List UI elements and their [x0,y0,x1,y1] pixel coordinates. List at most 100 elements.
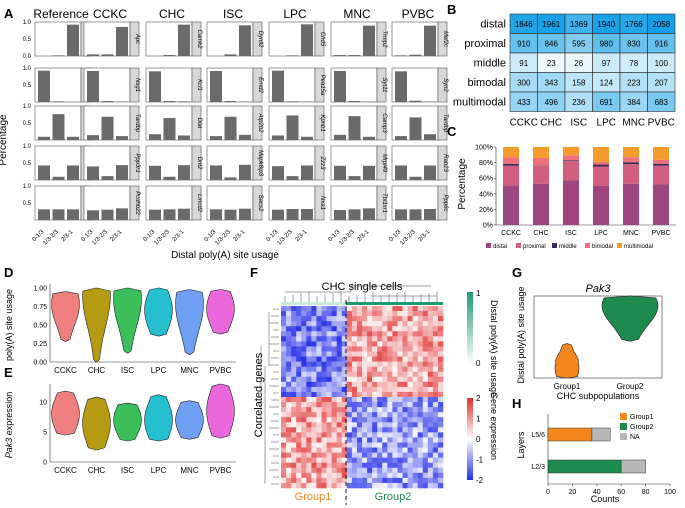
panel-a-column-title: MNC [343,7,371,21]
panel-c-ytick: 20% [479,207,493,214]
panel-c-bar-segment [623,164,639,184]
panel-f-heatmap-cell [321,442,327,448]
panel-f-heatmap-cell [417,306,424,312]
panel-f-heatmap-cell [306,467,312,474]
panel-f-heatmap-cell [336,402,343,408]
panel-f-heatmap-cell [311,482,317,489]
panel-d-ytick: 0.75 [33,304,47,311]
panel-a-strip [191,105,202,141]
panel-e-xtick: CHC [88,466,106,475]
panel-f-heatmap-cell [422,321,429,327]
panel-a-bar [363,25,375,56]
panel-f-heatmap-cell [341,381,348,388]
panel-f-heatmap-cell [432,437,439,443]
panel-f-heatmap-cell [427,316,434,322]
panel-f-heatmap-cell [397,341,403,347]
panel-f-heatmap-cell [432,457,439,464]
panel-f-heatmap-cell [437,391,444,398]
panel-c-xtick: MNC [623,230,639,237]
panel-f-heatmap-cell [432,467,439,474]
panel-f-heatmap-cell [402,442,408,448]
panel-f-heatmap-cell [407,427,413,433]
panel-f-heatmap-cell [281,366,287,373]
panel-d-xtick: MNC [180,366,198,375]
panel-f-heatmap-cell [301,311,307,317]
panel-h-hbars: Layers Counts 0 20 40 60 80 100L5/6L2/3Group1… [516,413,676,504]
panel-f-heatmap-cell [326,407,332,413]
panel-f-heatmap-cell [422,472,429,479]
panel-a-bar [239,164,251,180]
panel-f-heatmap-cell [412,316,418,322]
panel-f-heatmap-cell [296,381,302,388]
panel-f-heatmap-cell [417,331,424,337]
panel-f-heatmap-cell [336,386,343,393]
panel-f-heatmap-cell [351,427,358,433]
panel-a-bar [409,117,422,140]
panel-f-heatmap-cell [362,407,368,413]
panel-f-heatmap-cell [356,336,363,342]
panel-f-heatmap-cell [356,412,363,418]
panel-f-heatmap-cell [321,331,327,337]
panel-f-heatmap-cell [362,331,368,337]
panel-f-heatmap-cell [301,417,307,423]
panel-f-heatmap-cell [356,376,363,383]
panel-f-heatmap-cell [281,407,287,413]
panel-f-heatmap-cell [326,391,332,398]
panel-f-heatmap-cell [392,316,398,322]
panel-f-heatmap-cell [422,442,429,448]
panel-f-heatmap-cell [362,381,368,388]
panel-f-topbar-group1 [281,302,346,305]
panel-a-bar [163,118,176,140]
panel-b-cell-value: 91 [519,59,528,68]
panel-f-heatmap-cell [387,356,393,362]
panel-f-heatmap-cell [346,331,353,337]
panel-f-heatmap-cell [341,366,348,373]
panel-c-bar-segment [593,161,609,165]
panel-f-heatmap-cell [387,386,393,393]
panel-f-heatmap-cell [281,351,287,357]
panel-f-heatmap-cell [291,472,297,479]
panel-f-heatmap-cell [281,376,287,383]
panel-f-heatmap-cell [326,331,332,337]
panel-a-bar [395,71,407,102]
panel-d-xtick: ISC [121,366,135,375]
panel-f-heatmap-cell [372,336,378,342]
panel-b-cell-value: 300 [517,78,531,87]
panel-f-heatmap-cell [392,356,398,362]
panel-a-bar [424,165,436,180]
panel-f-heatmap-cell [392,346,398,352]
panel-f-heatmap-cell [296,341,302,347]
panel-c-bar-segment [653,159,669,164]
panel-f-heatmap-cell [362,326,368,332]
panel-a-bar [210,165,222,180]
panel-f-heatmap-cell [336,371,343,378]
violin-shape [206,289,235,335]
panel-b-col-label: LPC [597,118,616,129]
panel-a-bar [149,165,161,180]
panel-f-heatmap-cell [296,346,302,352]
panel-h-bar-segment [547,459,622,474]
panel-c-legend-swatch [552,243,557,248]
panel-a-ytick: 1.0 [23,66,32,72]
panel-f-heatmap-cell [301,452,307,458]
panel-f-heatmap-cell [281,482,287,489]
panel-f-heatmap-cell [311,316,317,322]
panel-f-heatmap-cell [311,402,317,408]
panel-f-heatmap-cell [422,326,429,332]
panel-f-heatmap-cell [291,477,297,484]
panel-f-heatmap-cell [306,331,312,337]
panel-a-bar [334,55,346,56]
panel-f-heatmap-cell [326,402,332,408]
panel-f-heatmap-cell [321,412,327,418]
panel-f-heatmap-cell [432,331,439,337]
panel-f-row-dendrogram [260,308,279,485]
panel-f-heatmap-cell [392,326,398,332]
panel-f-heatmap-cell [351,477,358,484]
panel-f-heatmap-cell [286,311,292,317]
panel-f-heatmap-cell [377,472,383,479]
panel-b-cell-value: 1961 [542,20,560,29]
panel-f-heatmap-cell [367,346,373,352]
panel-a-strip-label: Chd5 [319,32,325,47]
panel-f-heatmap-cell [432,412,439,418]
